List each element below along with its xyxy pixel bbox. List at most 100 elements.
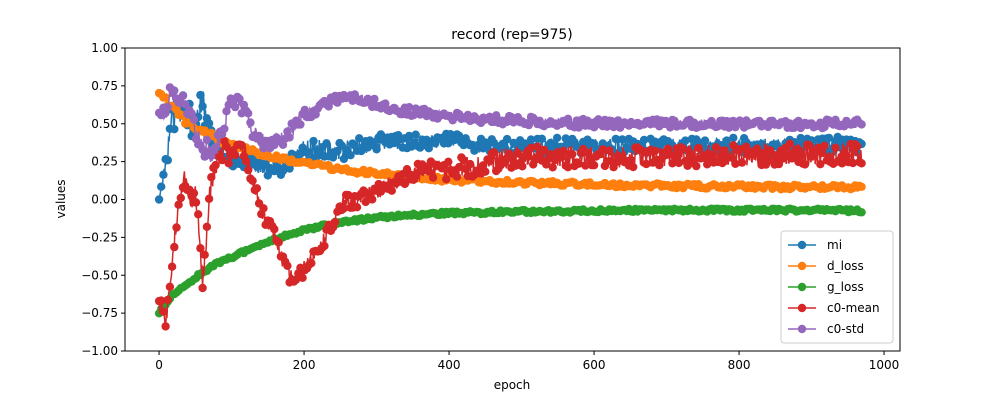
data-point <box>857 208 866 217</box>
data-point <box>694 143 703 153</box>
data-point <box>189 189 199 198</box>
data-point <box>679 144 688 154</box>
y-tick-label: −0.25 <box>81 230 118 244</box>
data-point <box>650 146 660 156</box>
data-point <box>170 242 179 252</box>
data-point <box>489 138 499 148</box>
data-point <box>481 167 490 176</box>
data-point <box>796 151 805 160</box>
data-point <box>455 131 464 140</box>
data-point <box>424 167 433 176</box>
legend-label: d_loss <box>827 259 864 273</box>
data-point <box>172 223 181 232</box>
data-point <box>405 131 414 141</box>
data-point <box>818 148 827 158</box>
data-point <box>220 124 229 133</box>
data-point <box>785 139 794 148</box>
data-point <box>857 182 866 191</box>
data-point <box>157 296 166 305</box>
data-point <box>800 160 810 169</box>
y-tick-label: −1.00 <box>81 344 118 358</box>
data-point <box>626 155 636 165</box>
x-tick-label: 1000 <box>869 358 900 372</box>
data-point <box>465 159 475 169</box>
legend-marker <box>797 303 807 313</box>
data-point <box>722 136 731 145</box>
data-point <box>518 162 527 171</box>
series-markers-c0-std <box>154 83 866 161</box>
data-point <box>411 130 420 139</box>
data-point <box>324 102 333 111</box>
data-point <box>285 164 294 173</box>
data-point <box>668 159 677 168</box>
data-point <box>711 143 721 152</box>
data-point <box>352 203 362 212</box>
data-point <box>224 159 233 168</box>
x-tick-label: 0 <box>155 358 163 372</box>
data-point <box>337 141 346 150</box>
legend-box <box>780 230 894 344</box>
data-point <box>400 179 409 189</box>
x-tick-label: 400 <box>438 358 461 372</box>
data-point <box>428 173 438 182</box>
data-point <box>254 131 264 141</box>
data-point <box>772 140 781 149</box>
data-point <box>857 120 866 129</box>
x-tick-label: 800 <box>728 358 751 372</box>
data-point <box>167 262 177 271</box>
data-point <box>831 143 840 152</box>
data-point <box>163 156 172 165</box>
legend-marker <box>797 324 807 334</box>
data-point <box>548 163 557 172</box>
data-point <box>270 225 279 234</box>
data-point <box>259 144 268 153</box>
data-point <box>568 150 577 159</box>
data-point <box>361 197 370 207</box>
x-tick-label: 600 <box>583 358 606 372</box>
data-point <box>285 133 294 142</box>
series-markers-c0-mean <box>154 136 866 331</box>
y-tick-label: −0.75 <box>81 306 118 320</box>
data-point <box>339 204 349 213</box>
data-point <box>666 123 675 132</box>
data-point <box>820 141 829 150</box>
data-point <box>405 103 414 112</box>
data-point <box>611 134 620 144</box>
data-point <box>816 160 825 169</box>
data-point <box>161 322 170 331</box>
data-point <box>700 136 710 145</box>
legend-label: c0-std <box>827 322 864 336</box>
legend-label: c0-mean <box>827 301 880 315</box>
data-point <box>204 194 214 203</box>
data-point <box>848 158 858 168</box>
data-point <box>198 102 207 111</box>
data-point <box>252 184 262 193</box>
data-point <box>639 135 649 145</box>
data-point <box>154 195 164 204</box>
data-point <box>381 99 390 108</box>
data-point <box>309 136 318 146</box>
data-point <box>157 182 166 191</box>
y-tick-label: 0.25 <box>91 155 118 169</box>
data-point <box>559 146 568 156</box>
data-point <box>291 275 301 284</box>
data-point <box>618 135 627 144</box>
data-point <box>200 250 209 259</box>
legend-item-g_loss: g_loss <box>788 280 864 294</box>
data-point <box>563 114 573 124</box>
data-point <box>563 163 573 172</box>
data-point <box>670 151 679 160</box>
data-point <box>159 307 168 316</box>
data-point <box>211 160 220 170</box>
data-point <box>857 159 866 168</box>
data-point <box>231 150 240 160</box>
data-point <box>207 173 216 182</box>
data-point <box>191 198 201 207</box>
y-axis: −1.00 −0.75 −0.50 −0.25 0.00 0.25 0.50 0.75 1.00 <box>81 41 125 358</box>
data-point <box>194 210 203 219</box>
data-point <box>196 244 205 253</box>
data-point <box>755 148 764 158</box>
data-point <box>442 175 451 184</box>
data-point <box>244 165 253 175</box>
